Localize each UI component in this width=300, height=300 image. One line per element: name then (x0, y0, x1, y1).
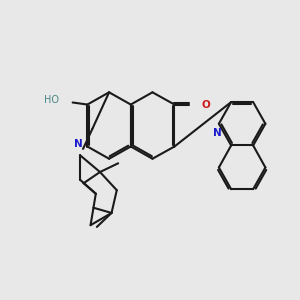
Text: N: N (213, 128, 221, 138)
Text: HO: HO (44, 95, 59, 105)
Text: N: N (74, 139, 83, 149)
Text: O: O (201, 100, 210, 110)
